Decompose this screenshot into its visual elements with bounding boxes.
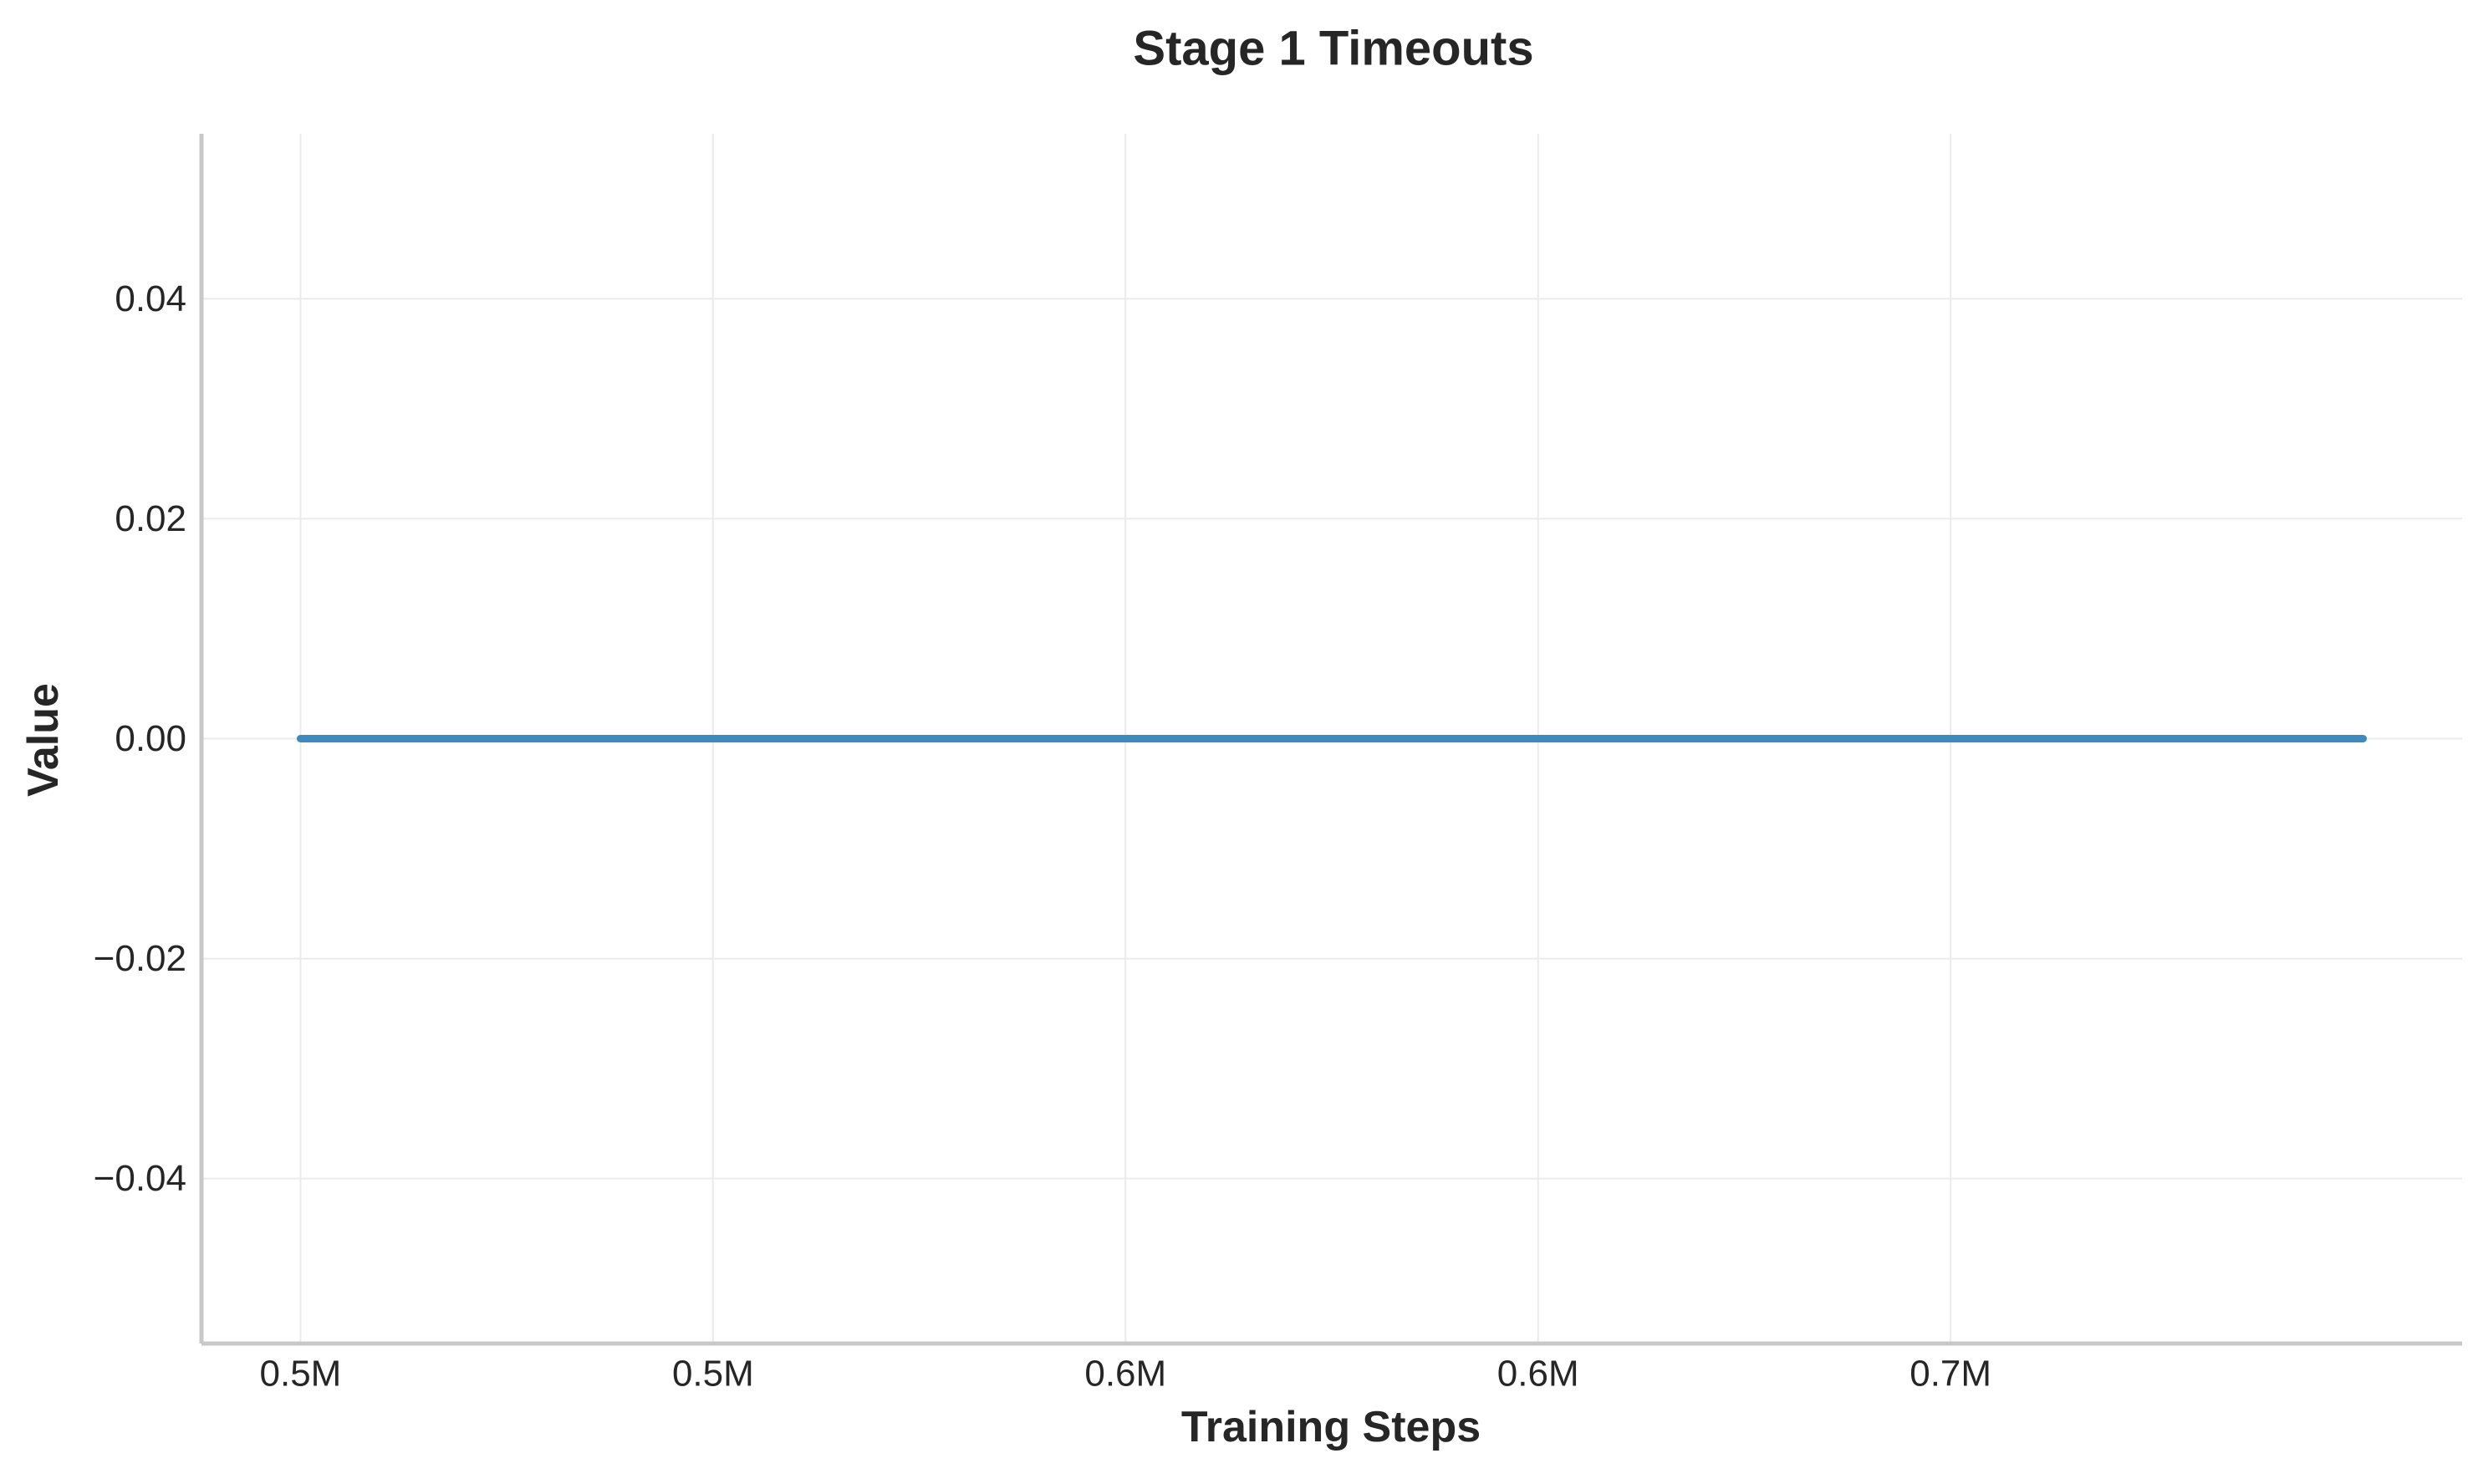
y-axis-label: Value <box>19 683 68 797</box>
x-tick-label-2: 0.6M <box>1084 1354 1166 1395</box>
tick-labels: 0.5M 0.5M 0.6M 0.6M 0.7M −0.04 −0.02 0.00 0.02 0.… <box>94 278 1991 1395</box>
axes-layer <box>199 134 2462 1346</box>
x-tick-label-3: 0.6M <box>1497 1354 1579 1395</box>
x-tick-label-1: 0.5M <box>672 1354 754 1395</box>
y-tick-label-0: −0.04 <box>94 1158 186 1199</box>
x-tick-label-4: 0.7M <box>1909 1354 1991 1395</box>
x-tick-label-0: 0.5M <box>260 1354 342 1395</box>
y-tick-label-3: 0.02 <box>115 498 186 539</box>
chart-title: Stage 1 Timeouts <box>1133 22 1533 76</box>
y-tick-label-2: 0.00 <box>115 718 186 759</box>
y-tick-label-4: 0.04 <box>115 278 186 319</box>
y-tick-label-1: −0.02 <box>94 938 186 979</box>
x-axis-label: Training Steps <box>1181 1403 1481 1451</box>
